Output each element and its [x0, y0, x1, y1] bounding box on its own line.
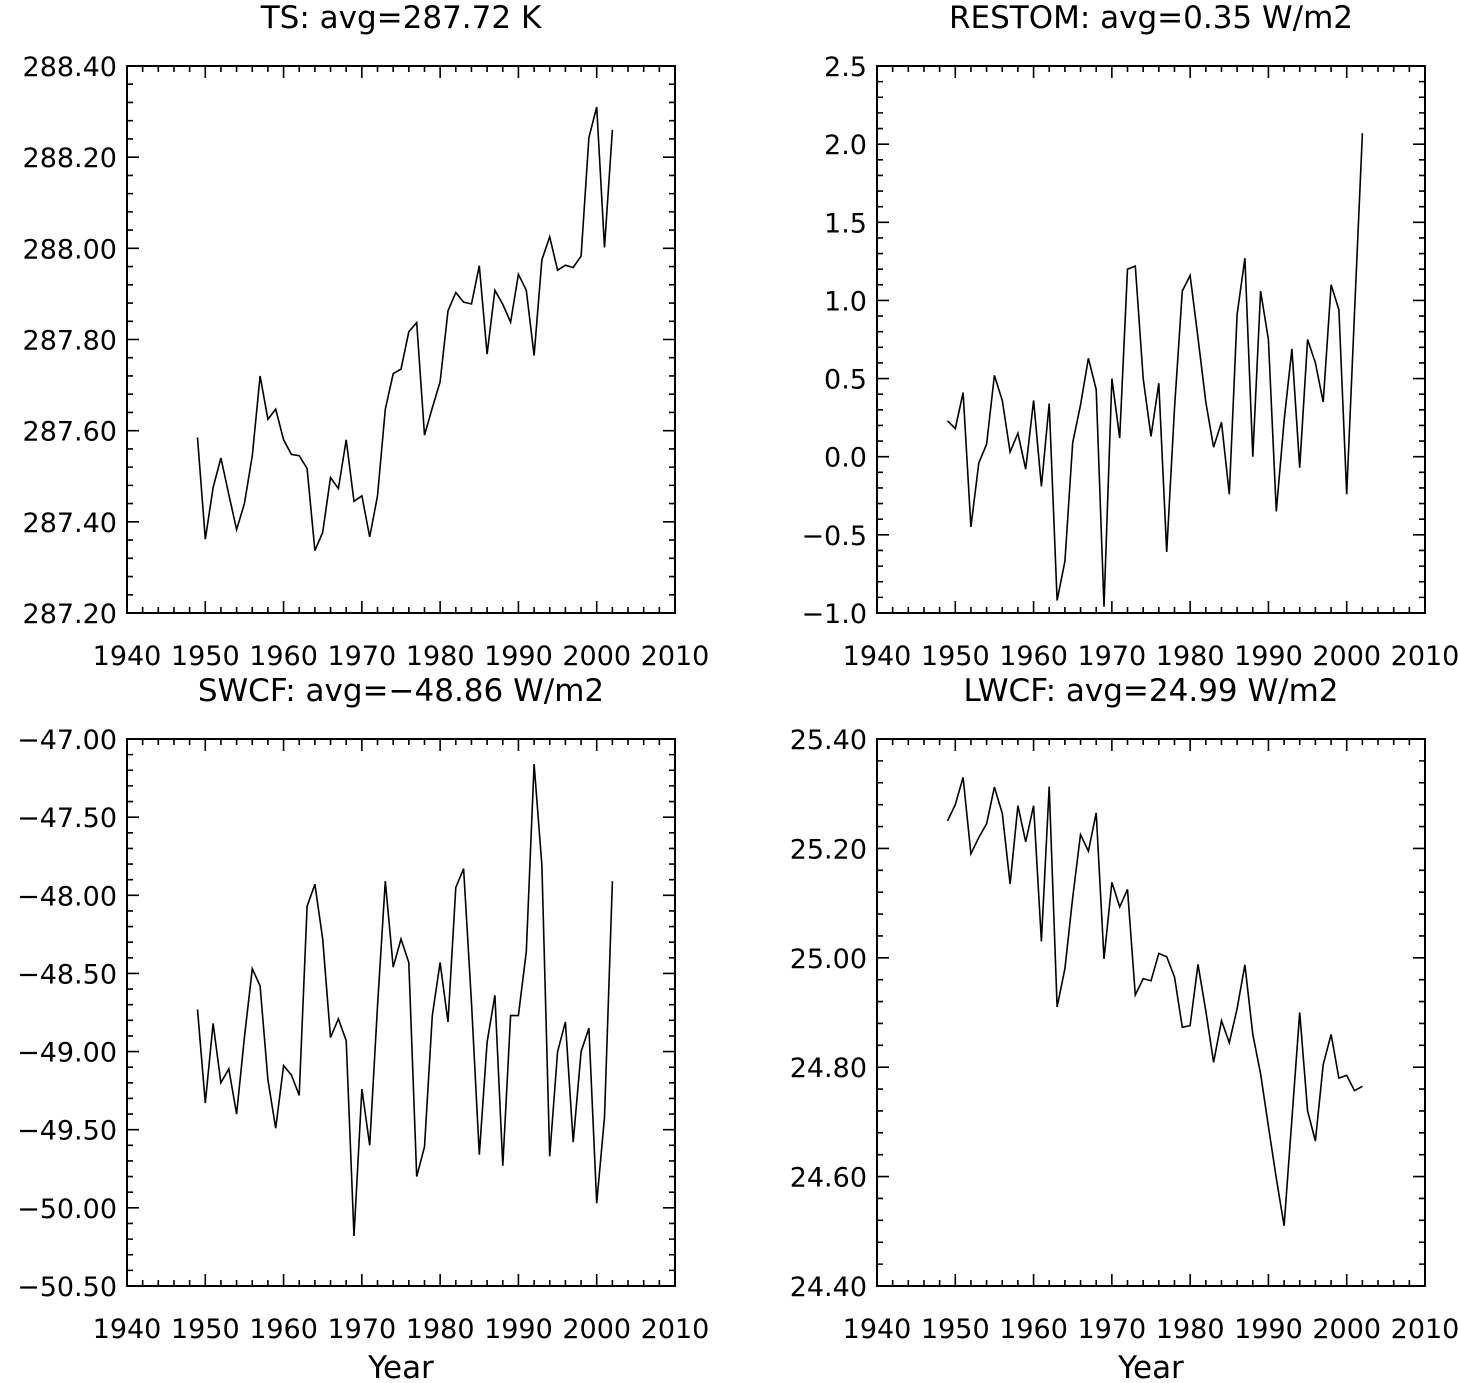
swcf-ytick-label: −48.50	[17, 959, 117, 990]
lwcf-ytick-label: 25.40	[790, 725, 867, 756]
lwcf-xtick-label: 1970	[1077, 1314, 1146, 1345]
lwcf-xtick-label: 1940	[843, 1314, 912, 1345]
swcf-series-line	[196, 763, 614, 1237]
swcf-ytick-label: −49.50	[17, 1116, 117, 1147]
lwcf-series-line	[946, 777, 1363, 1226]
ts-ytick-label: 288.20	[23, 143, 117, 174]
ts-ytick-label: 287.20	[23, 599, 117, 630]
ts-ytick-label: 288.00	[23, 234, 117, 265]
swcf-panel: SWCF: avg=−48.86 W/m2 Year 1940 1950 1960 1…	[17, 673, 709, 1383]
restom-ytick-label: 1.0	[824, 286, 867, 317]
swcf-ytick-label: −50.00	[17, 1194, 117, 1225]
swcf-plot-frame	[126, 738, 676, 1287]
restom-title: RESTOM: avg=0.35 W/m2	[949, 0, 1353, 36]
restom-panel: RESTOM: avg=0.35 W/m2 1940 1950 1960 1970 19…	[801, 0, 1458, 672]
restom-ytick-label: 0.0	[824, 443, 867, 474]
ts-panel: TS: avg=287.72 K 1940 1950 1960 1970 1980 199…	[23, 0, 710, 672]
lwcf-axis-ticks	[876, 738, 1426, 1287]
lwcf-title: LWCF: avg=24.99 W/m2	[963, 673, 1338, 709]
lwcf-panel: LWCF: avg=24.99 W/m2 Year 1940 1950 1960 19…	[790, 673, 1458, 1383]
lwcf-ytick-label: 25.00	[790, 944, 867, 975]
swcf-xtick-label: 1960	[249, 1314, 318, 1345]
restom-xtick-label: 2000	[1312, 641, 1381, 672]
swcf-ytick-label: −50.50	[17, 1272, 117, 1303]
swcf-ytick-label: −47.00	[17, 725, 117, 756]
restom-xtick-label: 1980	[1156, 641, 1225, 672]
restom-ytick-label: −0.5	[801, 521, 867, 552]
swcf-xtick-label: 1970	[327, 1314, 396, 1345]
restom-ytick-label: 2.5	[824, 52, 867, 83]
lwcf-ytick-label: 24.40	[790, 1272, 867, 1303]
lwcf-xtick-label: 1960	[999, 1314, 1068, 1345]
restom-ytick-label: 0.5	[824, 365, 867, 396]
swcf-xtick-label: 1940	[93, 1314, 162, 1345]
ts-xtick-label: 1950	[171, 641, 240, 672]
restom-xtick-label: 1990	[1234, 641, 1303, 672]
swcf-axis-ticks	[126, 738, 676, 1287]
lwcf-plot-frame	[876, 738, 1426, 1287]
lwcf-xtick-label: 1980	[1156, 1314, 1225, 1345]
ts-plot-frame	[126, 65, 676, 614]
swcf-xtick-label: 1980	[406, 1314, 475, 1345]
lwcf-ytick-label: 24.80	[790, 1053, 867, 1084]
restom-xtick-label: 1950	[921, 641, 990, 672]
ts-xtick-label: 1960	[249, 641, 318, 672]
swcf-title: SWCF: avg=−48.86 W/m2	[198, 673, 604, 709]
lwcf-xlabel: Year	[1117, 1350, 1184, 1383]
swcf-xlabel: Year	[367, 1350, 434, 1383]
restom-axis-ticks	[876, 65, 1426, 614]
restom-xtick-label: 1940	[843, 641, 912, 672]
swcf-xtick-label: 1950	[171, 1314, 240, 1345]
ts-xtick-label: 1990	[484, 641, 553, 672]
lwcf-xtick-label: 2010	[1391, 1314, 1458, 1345]
ts-xtick-label: 2010	[641, 641, 710, 672]
swcf-ytick-label: −49.00	[17, 1038, 117, 1069]
swcf-xtick-label: 2000	[562, 1314, 631, 1345]
ts-ytick-label: 287.80	[23, 326, 117, 357]
ts-xtick-label: 1980	[406, 641, 475, 672]
ts-axis-ticks	[126, 65, 676, 614]
restom-ytick-label: −1.0	[801, 599, 867, 630]
ts-xtick-label: 2000	[562, 641, 631, 672]
lwcf-xtick-label: 2000	[1312, 1314, 1381, 1345]
restom-xtick-label: 1970	[1077, 641, 1146, 672]
restom-ytick-label: 1.5	[824, 208, 867, 239]
ts-xtick-label: 1940	[93, 641, 162, 672]
swcf-xtick-label: 2010	[641, 1314, 710, 1345]
restom-xtick-label: 2010	[1391, 641, 1458, 672]
ts-series-line	[196, 106, 614, 551]
ts-ytick-label: 288.40	[23, 52, 117, 83]
lwcf-xtick-label: 1990	[1234, 1314, 1303, 1345]
ts-ytick-label: 287.40	[23, 508, 117, 539]
ts-title: TS: avg=287.72 K	[260, 0, 542, 36]
ts-xtick-label: 1970	[327, 641, 396, 672]
swcf-xtick-label: 1990	[484, 1314, 553, 1345]
restom-plot-frame	[876, 65, 1426, 614]
ts-ytick-label: 287.60	[23, 417, 117, 448]
restom-series-line	[946, 133, 1364, 607]
lwcf-ytick-label: 25.20	[790, 834, 867, 865]
swcf-ytick-label: −47.50	[17, 803, 117, 834]
restom-xtick-label: 1960	[999, 641, 1068, 672]
lwcf-xtick-label: 1950	[921, 1314, 990, 1345]
lwcf-ytick-label: 24.60	[790, 1163, 867, 1194]
restom-ytick-label: 2.0	[824, 130, 867, 161]
swcf-ytick-label: −48.00	[17, 881, 117, 912]
